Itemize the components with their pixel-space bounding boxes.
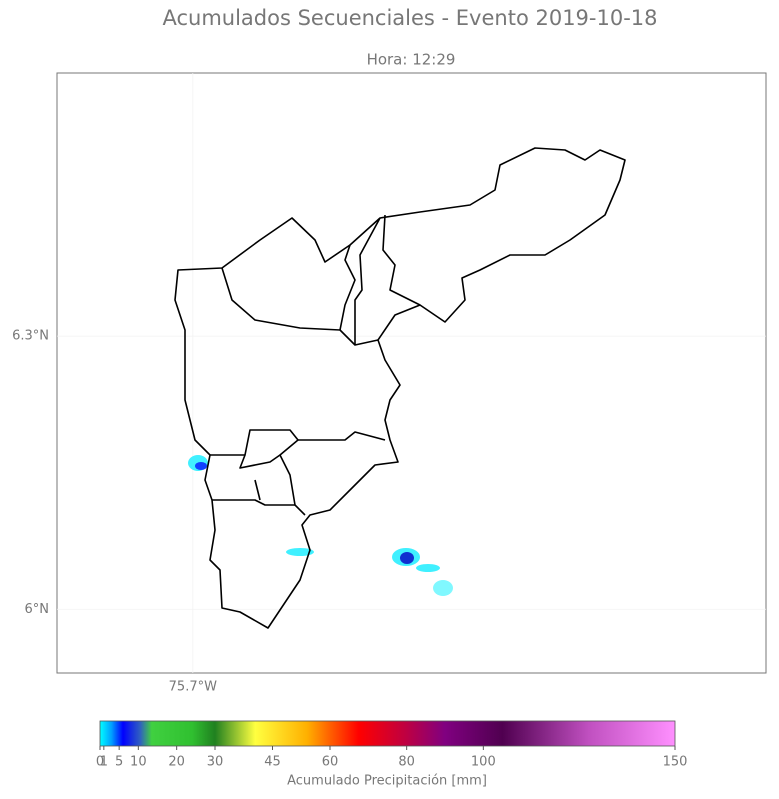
colorbar-tick-label: 45 [264, 755, 281, 770]
map-frame [56, 72, 767, 674]
colorbar-label: Acumulado Precipitación [mm] [287, 774, 487, 789]
municipal-boundaries [174, 147, 626, 629]
subtitle: Hora: 12:29 [367, 51, 456, 69]
x-tick-label: 75.7°W [169, 680, 217, 695]
colorbar-tick-label: 5 [115, 755, 123, 770]
colorbar-tick-label: 60 [322, 755, 339, 770]
colorbar-tick-label: 30 [207, 755, 224, 770]
y-tick-label: 6°N [25, 602, 50, 617]
title: Acumulados Secuenciales - Evento 2019-10… [162, 6, 657, 30]
colorbar-tick-label: 150 [663, 755, 688, 770]
colorbar-tick-label: 80 [398, 755, 415, 770]
colorbar-tick-label: 1 [100, 755, 108, 770]
colorbar-tick-label: 100 [471, 755, 496, 770]
colorbar-tick-label: 20 [168, 755, 185, 770]
precipitation [188, 455, 453, 596]
colorbar-tick-label: 10 [130, 755, 147, 770]
grid [57, 73, 766, 673]
colorbar-tick-label: 0 [96, 755, 104, 770]
colorbar [99, 720, 676, 747]
y-tick-label: 6.3°N [12, 329, 49, 344]
